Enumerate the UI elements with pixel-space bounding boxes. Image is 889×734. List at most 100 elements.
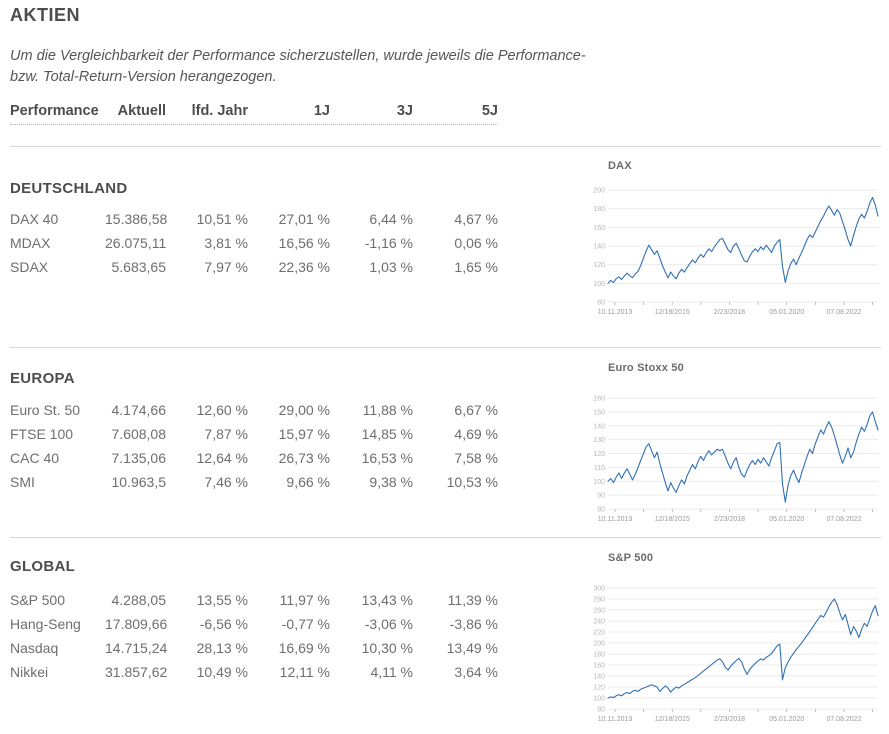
value-cell: 15.386,58 bbox=[105, 211, 168, 227]
value-cell: 10,53 % bbox=[446, 474, 498, 490]
svg-text:180: 180 bbox=[593, 206, 605, 213]
chart-euro-stoxx-50: Euro Stoxx 50 160 150 140 130 120 110 100 90 80 1… bbox=[590, 362, 889, 527]
svg-text:05.01.2020: 05.01.2020 bbox=[769, 516, 804, 523]
value-cell: 1,65 % bbox=[454, 259, 498, 275]
value-cell: -3,86 % bbox=[449, 616, 498, 632]
svg-text:140: 140 bbox=[593, 244, 605, 251]
subtitle-line-2: bzw. Total-Return-Version herangezogen. bbox=[10, 69, 277, 85]
svg-text:80: 80 bbox=[597, 707, 605, 714]
index-table-deutschland: DAX 40 15.386,58 10,51 % 27,01 % 6,44 % 4,67 … bbox=[10, 207, 498, 279]
value-cell: -6,56 % bbox=[199, 616, 248, 632]
table-row: Euro St. 50 4.174,66 12,60 % 29,00 % 11,88 %… bbox=[10, 398, 498, 422]
svg-text:160: 160 bbox=[593, 225, 605, 232]
value-cell: 11,88 % bbox=[362, 402, 413, 418]
line-chart-dax: 200 180 160 140 120 100 80 10.11.2013 12/18/2015… bbox=[590, 182, 889, 320]
index-name: MDAX bbox=[10, 235, 51, 251]
value-cell: 7,46 % bbox=[204, 474, 248, 490]
value-cell: 26,73 % bbox=[278, 450, 330, 466]
value-cell: 5.683,65 bbox=[111, 259, 167, 275]
index-name: SMI bbox=[10, 474, 35, 490]
value-cell: 7.608,08 bbox=[111, 426, 167, 442]
value-cell: 3,64 % bbox=[454, 664, 498, 680]
column-header-5j: 5J bbox=[481, 103, 498, 119]
value-cell: 9,66 % bbox=[286, 474, 330, 490]
index-name: Euro St. 50 bbox=[10, 402, 81, 418]
svg-text:160: 160 bbox=[593, 396, 605, 403]
chart-canvas: 300 280 260 240 220 200 180 160 140 120 100 80 10.11… bbox=[593, 586, 879, 723]
svg-text:200: 200 bbox=[593, 188, 605, 195]
value-cell: 6,44 % bbox=[369, 211, 413, 227]
table-row: CAC 40 7.135,06 12,64 % 26,73 % 16,53 % 7,58 … bbox=[10, 446, 498, 470]
svg-text:150: 150 bbox=[593, 409, 605, 416]
svg-text:80: 80 bbox=[597, 300, 605, 307]
value-cell: 10.963,5 bbox=[111, 474, 167, 490]
svg-text:300: 300 bbox=[593, 586, 605, 593]
value-cell: 0,06 % bbox=[454, 235, 498, 251]
chart-title-euro-stoxx-50: Euro Stoxx 50 bbox=[608, 362, 684, 374]
svg-text:160: 160 bbox=[593, 663, 605, 670]
value-cell: 12,11 % bbox=[279, 664, 330, 680]
svg-text:280: 280 bbox=[593, 597, 605, 604]
table-header-row: Performance Aktuell lfd. Jahr 1J 3J 5J bbox=[10, 103, 498, 125]
value-cell: 26.075,11 bbox=[105, 235, 167, 251]
svg-text:140: 140 bbox=[593, 674, 605, 681]
value-cell: 12,60 % bbox=[196, 402, 248, 418]
page-subtitle: Um die Vergleichbarkeit der Performance … bbox=[10, 46, 610, 88]
table-row: MDAX 26.075,11 3,81 % 16,56 % -1,16 % 0,06 % bbox=[10, 231, 498, 255]
section-divider bbox=[10, 146, 881, 147]
index-name: S&P 500 bbox=[10, 592, 66, 608]
value-cell: 7,58 % bbox=[454, 450, 498, 466]
value-cell: 10,49 % bbox=[196, 664, 248, 680]
value-cell: 11,39 % bbox=[447, 592, 498, 608]
table-row: Hang-Seng 17.809,66 -6,56 % -0,77 % -3,06 % -… bbox=[10, 612, 498, 636]
value-cell: 4,69 % bbox=[454, 426, 498, 442]
column-header-3j: 3J bbox=[396, 103, 413, 119]
index-name: SDAX bbox=[10, 259, 49, 275]
index-table-europa: Euro St. 50 4.174,66 12,60 % 29,00 % 11,88 %… bbox=[10, 398, 498, 494]
table-row: Nikkei 31.857,62 10,49 % 12,11 % 4,11 % 3,64 … bbox=[10, 660, 498, 684]
column-header-performance: Performance bbox=[10, 103, 99, 119]
svg-text:100: 100 bbox=[593, 696, 605, 703]
value-cell: -0,77 % bbox=[281, 616, 330, 632]
column-header-lfd-jahr: lfd. Jahr bbox=[191, 103, 248, 119]
value-cell: 7,97 % bbox=[204, 259, 248, 275]
value-cell: 4,67 % bbox=[454, 211, 498, 227]
section-heading-europa: EUROPA bbox=[10, 370, 75, 387]
svg-text:130: 130 bbox=[593, 437, 605, 444]
column-header-aktuell: Aktuell bbox=[117, 103, 166, 119]
value-cell: 16,69 % bbox=[278, 640, 330, 656]
value-cell: 28,13 % bbox=[196, 640, 248, 656]
value-cell: 4,11 % bbox=[370, 664, 413, 680]
value-cell: 16,56 % bbox=[278, 235, 330, 251]
value-cell: 10,30 % bbox=[361, 640, 413, 656]
line-chart-euro-stoxx-50: 160 150 140 130 120 110 100 90 80 10.11.2013 12/18… bbox=[590, 390, 889, 527]
value-cell: 7.135,06 bbox=[111, 450, 167, 466]
value-cell: 10,51 % bbox=[196, 211, 248, 227]
index-table-global: S&P 500 4.288,05 13,55 % 11,97 % 13,43 % 11,3… bbox=[10, 588, 498, 684]
table-row: SDAX 5.683,65 7,97 % 22,36 % 1,03 % 1,65 % bbox=[10, 255, 498, 279]
svg-text:07.08.2022: 07.08.2022 bbox=[826, 309, 861, 316]
value-cell: 13,55 % bbox=[196, 592, 248, 608]
index-name: Hang-Seng bbox=[10, 616, 81, 632]
svg-text:200: 200 bbox=[593, 641, 605, 648]
value-cell: 17.809,66 bbox=[105, 616, 168, 632]
value-cell: 7,87 % bbox=[204, 426, 248, 442]
value-cell: 16,53 % bbox=[361, 450, 413, 466]
chart-canvas: 200 180 160 140 120 100 80 10.11.2013 12/18/2015… bbox=[593, 188, 879, 316]
table-row: SMI 10.963,5 7,46 % 9,66 % 9,38 % 10,53 % bbox=[10, 470, 498, 494]
svg-text:2/23/2018: 2/23/2018 bbox=[714, 516, 745, 523]
page-title: AKTIEN bbox=[10, 5, 80, 25]
section-heading-deutschland: DEUTSCHLAND bbox=[10, 180, 128, 197]
index-name: Nasdaq bbox=[10, 640, 59, 656]
column-header-1j: 1J bbox=[313, 103, 330, 119]
svg-text:12/18/2015: 12/18/2015 bbox=[655, 309, 690, 316]
section-heading-global: GLOBAL bbox=[10, 558, 76, 575]
value-cell: 4.174,66 bbox=[111, 402, 167, 418]
svg-text:180: 180 bbox=[593, 652, 605, 659]
index-name: Nikkei bbox=[10, 664, 49, 680]
index-name: CAC 40 bbox=[10, 450, 60, 466]
svg-text:90: 90 bbox=[597, 493, 605, 500]
value-cell: 27,01 % bbox=[278, 211, 330, 227]
value-cell: 12,64 % bbox=[196, 450, 248, 466]
